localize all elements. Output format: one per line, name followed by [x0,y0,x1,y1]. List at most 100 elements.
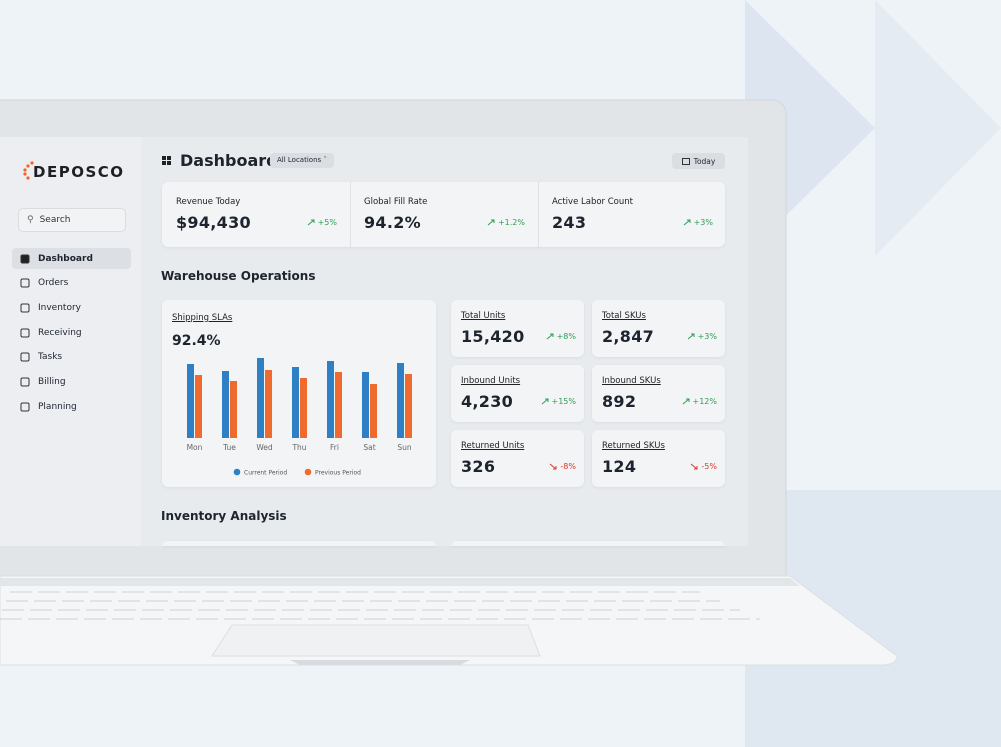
nav-label: Inventory [38,302,81,313]
legend-swatch [233,468,241,476]
stat-change-text: +8% [556,332,576,341]
location-filter[interactable]: All Locations ˇ [270,153,334,168]
nav-item[interactable]: Orders [12,273,131,294]
brand: DEPOSCO [33,163,125,181]
bar [405,374,412,438]
x-tick-label: Wed [256,443,273,452]
stat-card: Inbound Units 4,230 +15% [451,365,584,422]
stat-change: -5% [690,462,717,471]
card-partial [162,541,436,546]
bar [257,358,264,438]
bar [195,375,202,438]
legend-swatch [304,468,312,476]
nav-label: Receiving [38,327,82,338]
kpi-change: +1.2% [487,218,525,227]
section-title: Inventory Analysis [161,509,287,523]
nav-icon [20,352,30,362]
card-partial [451,541,725,546]
x-tick-label: Sat [363,443,375,452]
bar [292,367,299,438]
kpi-change: +5% [307,218,337,227]
stat-card: Returned SKUs 124 -5% [592,430,725,487]
nav-item[interactable]: Tasks [12,347,131,368]
stat-change-text: +3% [697,332,717,341]
stat-value: 15,420 [461,327,525,346]
nav-label: Tasks [38,352,63,363]
search-placeholder: Search [39,215,71,225]
nav-item[interactable]: Billing [12,372,131,393]
nav-icon [20,402,30,412]
nav-icon [20,328,30,338]
bar [265,370,272,438]
divider [538,182,539,247]
search-box[interactable]: ⚲ Search [18,208,126,232]
kpi-label: Global Fill Rate [364,197,428,207]
stat-change-text: +12% [692,397,717,406]
stat-change: +12% [682,397,717,406]
stat-change: +8% [546,332,576,341]
location-label: All Locations [277,156,322,164]
bar [362,372,369,438]
stat-change: -8% [549,462,576,471]
x-tick-label: Fri [330,443,339,452]
x-tick-label: Tue [222,443,236,452]
nav-icon [20,278,30,288]
date-button[interactable]: Today [672,153,725,169]
stat-value: 2,847 [602,327,655,346]
stat-value: 124 [602,457,637,476]
stat-card: Total Units 15,420 +8% [451,300,584,357]
stat-card: Returned Units 326 -8% [451,430,584,487]
bar [230,381,237,438]
stat-change: +15% [541,397,576,406]
nav-label: Orders [38,278,69,289]
kpi-label: Active Labor Count [552,197,633,207]
nav-item[interactable]: Receiving [12,322,131,343]
stat-value: 892 [602,392,637,411]
x-tick-label: Mon [187,443,203,452]
bar [300,378,307,438]
dashboard-icon [162,156,171,165]
stat-card: Total SKUs 2,847 +3% [592,300,725,357]
bar [397,363,404,438]
logo-icon [23,161,34,180]
kpi-row: Revenue Today $94,430 +5% Global Fill Rate 9… [162,182,725,247]
stat-change-text: +15% [551,397,576,406]
x-tick-label: Sun [397,443,412,452]
divider [350,182,351,247]
stat-card: Inbound SKUs 892 +12% [592,365,725,422]
kpi-change-text: +5% [317,218,337,227]
nav-item[interactable]: Planning [12,396,131,417]
stat-label: Total Units [461,311,506,321]
stat-change-text: -5% [701,462,717,471]
bar [222,371,229,438]
nav-item[interactable]: Inventory [12,297,131,318]
nav-icon [20,303,30,313]
stat-change-text: -8% [560,462,576,471]
bar [335,372,342,438]
nav-label: Planning [38,401,77,412]
bar [187,364,194,438]
kpi-label: Revenue Today [176,197,241,207]
stat-label: Returned SKUs [602,441,665,451]
legend-label: Current Period [244,470,287,477]
nav-icon [20,254,30,263]
chart-subtitle: 92.4% [172,333,221,349]
legend-label: Previous Period [315,470,361,477]
nav-label: Dashboard [38,253,93,264]
section-title: Warehouse Operations [161,269,316,283]
kpi-change: +3% [683,218,713,227]
x-tick-label: Thu [291,443,306,452]
stat-change: +3% [687,332,717,341]
kpi-change-text: +1.2% [497,218,525,227]
stat-value: 4,230 [461,392,514,411]
stat-value: 326 [461,457,496,476]
nav-item[interactable]: Dashboard [12,248,131,269]
kpi-change-text: +3% [693,218,713,227]
chart: Mon Tue Wed Thu Fri Sat Sun Current Period Previ… [187,358,412,477]
chart-card: Shipping SLAs 92.4% Mon Tue Wed Thu Fri Sat Su… [162,300,436,487]
kpi-value: $94,430 [176,213,251,232]
page-title: Dashboard [180,151,278,170]
stat-label: Inbound SKUs [602,376,661,386]
nav-icon [20,377,30,387]
